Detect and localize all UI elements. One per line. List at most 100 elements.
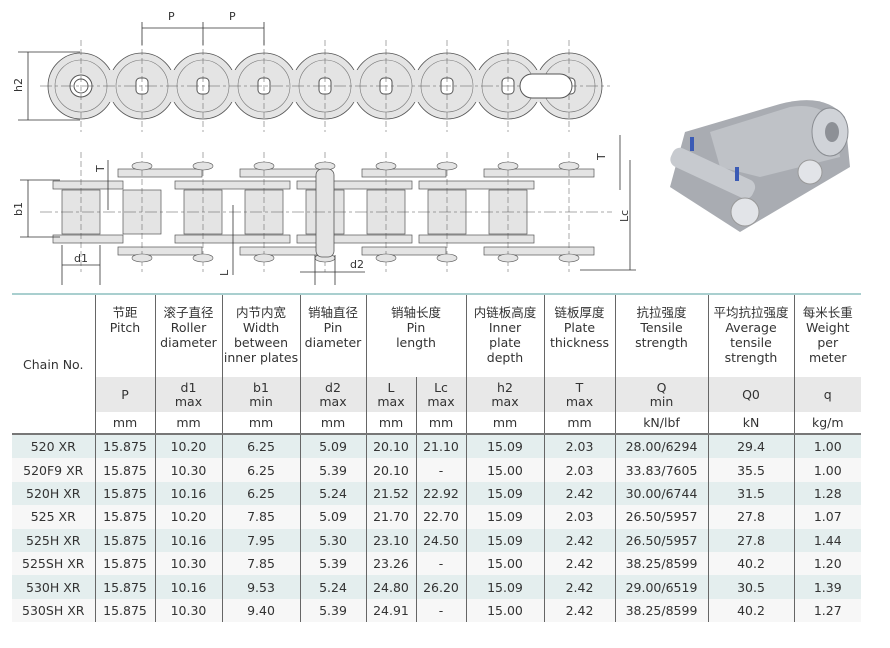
column-header: 内节内宽 Width between inner plates: [221, 294, 300, 377]
chain-no-cell: 520H XR: [12, 481, 95, 506]
value-cell: 15.875: [94, 434, 155, 459]
value-cell: 26.50/5957: [614, 505, 708, 529]
value-cell: 24.50: [415, 528, 466, 552]
column-unit: kN: [707, 412, 794, 434]
value-cell: 24.91: [365, 598, 416, 623]
value-cell: 15.875: [94, 528, 155, 552]
column-unit: mm: [415, 412, 466, 434]
chain-no-cell: 520 XR: [12, 434, 95, 459]
column-header-en: diameter: [304, 335, 362, 350]
value-cell: 31.5: [707, 481, 794, 506]
value-cell: 6.25: [221, 434, 300, 459]
column-header-en: plate: [489, 335, 521, 350]
symbol-qualifier: max: [174, 393, 203, 409]
dimension-lines: [18, 22, 636, 285]
chain-no-cell: 525 XR: [12, 505, 95, 529]
column-header-en: Tensile: [640, 320, 683, 335]
symbol-qualifier: max: [491, 393, 519, 409]
d1-label: d1: [74, 252, 88, 265]
column-unit: mm: [365, 412, 416, 434]
symbol: h2: [497, 379, 513, 395]
column-symbol: d1 max: [154, 377, 222, 412]
value-cell: 9.53: [221, 575, 300, 599]
value-cell: -: [415, 551, 466, 576]
value-cell: 15.00: [465, 458, 544, 482]
value-cell: 5.09: [299, 434, 366, 459]
value-cell: 6.25: [221, 458, 300, 482]
column-header-en: Roller: [170, 320, 207, 335]
column-header: 滚子直径 Roller diameter: [154, 294, 222, 377]
symbol-qualifier: max: [427, 393, 455, 409]
pitch-label: P: [229, 10, 236, 23]
column-header-cn: 节距: [112, 305, 138, 320]
value-cell: 15.09: [465, 528, 544, 552]
value-cell: 15.875: [94, 551, 155, 576]
symbol: q: [823, 386, 832, 402]
column-header-en: between: [233, 335, 289, 350]
chain-plan-view: [40, 152, 612, 272]
column-symbol: q: [793, 377, 861, 412]
value-cell: 2.42: [543, 598, 615, 623]
value-cell: 10.30: [154, 551, 222, 576]
chain-no-cell: 520F9 XR: [12, 458, 95, 482]
value-cell: 10.20: [154, 434, 222, 459]
symbol: Q: [656, 379, 667, 395]
table-row: 520F9 XR 15.875 10.30 6.25 5.39 20.10-15.00 2.…: [12, 458, 861, 482]
value-cell: 1.28: [793, 481, 861, 506]
value-cell: 40.2: [707, 598, 794, 623]
value-cell: 10.30: [154, 598, 222, 623]
column-header-en: per: [817, 335, 839, 350]
value-cell: 1.20: [793, 551, 861, 576]
symbol-qualifier: max: [377, 393, 405, 409]
value-cell: 5.39: [299, 598, 366, 623]
chain-side-view: [40, 40, 610, 132]
value-cell: 33.83/7605: [614, 458, 708, 482]
value-cell: 15.09: [465, 434, 544, 459]
value-cell: 21.10: [415, 434, 466, 459]
chain-no-header: Chain No.: [23, 356, 84, 372]
chain-no-cell: 530SH XR: [12, 598, 95, 623]
value-cell: 6.25: [221, 481, 300, 506]
chain-link-product-image: [670, 100, 850, 232]
value-cell: 22.70: [415, 505, 466, 529]
table-row: 520H XR 15.875 10.16 6.25 5.24 21.52 22.92 15.0…: [12, 481, 861, 506]
value-cell: 2.03: [543, 434, 615, 459]
column-header-en: inner plates: [223, 350, 299, 365]
symbol: b1: [253, 379, 269, 395]
value-cell: 40.2: [707, 551, 794, 576]
symbol: T: [575, 379, 584, 395]
value-cell: 10.30: [154, 458, 222, 482]
chain-spec-table: Chain No. 节距 Pitch 滚子直径 Roller diameter 内节内宽 Wi…: [12, 293, 861, 623]
column-symbol: d2 max: [299, 377, 366, 412]
value-cell: 2.03: [543, 505, 615, 529]
column-symbol: Q0: [707, 377, 794, 412]
table-row: 530H XR 15.875 10.16 9.53 5.24 24.80 26.20 15.0…: [12, 575, 861, 599]
column-header: 节距 Pitch: [94, 294, 155, 377]
value-cell: 7.85: [221, 505, 300, 529]
column-header: 每米长重 Weight per meter: [793, 294, 861, 377]
symbol: Lc: [434, 379, 448, 395]
value-cell: 10.20: [154, 505, 222, 529]
value-cell: -: [415, 458, 466, 482]
value-cell: 24.80: [365, 575, 416, 599]
value-cell: 27.8: [707, 528, 794, 552]
column-unit: mm: [221, 412, 300, 434]
column-header-en: Weight: [805, 320, 850, 335]
b1-label: b1: [12, 202, 25, 216]
t-label: T: [94, 165, 107, 173]
column-header: 内链板高度 Inner plate depth: [465, 294, 544, 377]
column-header-en: meter: [808, 350, 847, 365]
value-cell: 26.50/5957: [614, 528, 708, 552]
symbol-qualifier: min: [249, 393, 273, 409]
value-cell: 27.8: [707, 505, 794, 529]
value-cell: 23.10: [365, 528, 416, 552]
column-unit: mm: [299, 412, 366, 434]
column-header-en: length: [396, 335, 436, 350]
column-header-en: Pin: [323, 320, 343, 335]
value-cell: 10.16: [154, 481, 222, 506]
value-cell: 1.39: [793, 575, 861, 599]
column-header-cn: 销轴长度: [390, 305, 441, 320]
value-cell: 2.42: [543, 481, 615, 506]
column-unit: mm: [154, 412, 222, 434]
column-unit: mm: [94, 412, 155, 434]
